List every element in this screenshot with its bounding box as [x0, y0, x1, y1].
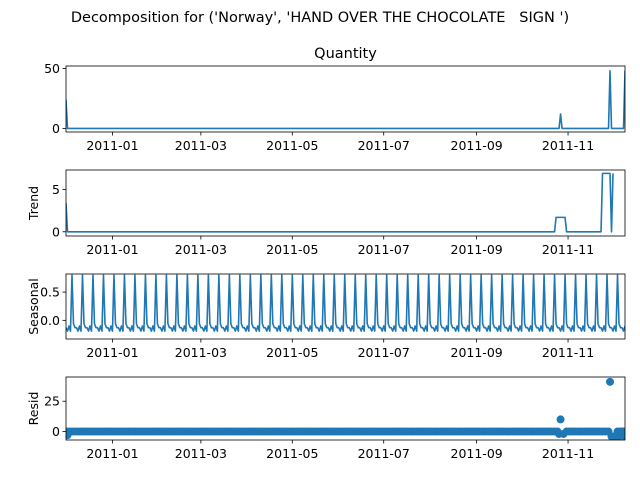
y-tick-label: 0 [52, 121, 60, 136]
resid-point [559, 429, 568, 438]
figure-title: Decomposition for ('Norway', 'HAND OVER … [71, 10, 569, 26]
series-line [66, 70, 625, 130]
x-tick-label: 2011-07 [358, 242, 410, 257]
x-tick-label: 2011-01 [86, 242, 138, 257]
x-tick-label: 2011-07 [358, 138, 410, 153]
x-tick-label: 2011-03 [175, 242, 227, 257]
series-line [66, 172, 614, 233]
panel-frame [65, 273, 626, 340]
x-tick-label: 2011-09 [451, 345, 503, 360]
y-axis-label: Trend [26, 186, 41, 221]
x-tick-label: 2011-11 [542, 345, 594, 360]
x-tick-label: 2011-01 [86, 345, 138, 360]
x-tick-label: 2011-03 [175, 446, 227, 461]
y-tick-label: 0 [52, 424, 60, 439]
y-axis-label: Seasonal [26, 278, 41, 335]
y-axis-label: Resid [26, 392, 41, 426]
x-tick-label: 2011-01 [86, 138, 138, 153]
panel-1: 0 50 2011-01 2011-03 2011-05 2011-07 2011-09 20… [44, 46, 626, 153]
y-tick-label: 0.5 [40, 285, 60, 300]
x-tick-label: 2011-05 [266, 446, 318, 461]
x-tick-label: 2011-05 [266, 242, 318, 257]
y-tick-label: 0 [52, 224, 60, 239]
y-tick-label: 25 [44, 394, 60, 409]
y-tick-label: 50 [44, 61, 60, 76]
x-tick-label: 2011-05 [266, 138, 318, 153]
scatter-points [66, 377, 625, 440]
x-tick-label: 2011-07 [358, 345, 410, 360]
resid-point [556, 415, 565, 424]
panel-frame [65, 65, 626, 133]
x-tick-label: 2011-09 [451, 138, 503, 153]
x-tick-label: 2011-03 [175, 345, 227, 360]
panel-4: 0 25 2011-01 2011-03 2011-05 2011-07 2011-09 20… [26, 376, 626, 461]
series-line [66, 274, 625, 332]
resid-point [606, 377, 615, 386]
panel-title: Quantity [314, 46, 377, 62]
resid-point [66, 431, 72, 440]
x-tick-label: 2011-05 [266, 345, 318, 360]
y-tick-label: 5 [52, 182, 60, 197]
panel-frame [65, 169, 626, 237]
x-tick-label: 2011-11 [542, 242, 594, 257]
panel-3: 0.0 0.5 2011-01 2011-03 2011-05 2011-07 2011-0… [26, 273, 626, 360]
x-tick-label: 2011-09 [451, 242, 503, 257]
panel-frame [65, 376, 626, 441]
x-tick-label: 2011-01 [86, 446, 138, 461]
x-tick-label: 2011-03 [175, 138, 227, 153]
y-tick-label: 0.0 [40, 313, 60, 328]
x-tick-label: 2011-11 [542, 446, 594, 461]
x-tick-label: 2011-11 [542, 138, 594, 153]
resid-point [621, 432, 625, 440]
panel-2: 0 5 2011-01 2011-03 2011-05 2011-07 2011-09 201… [26, 169, 626, 257]
x-tick-label: 2011-09 [451, 446, 503, 461]
x-tick-label: 2011-07 [358, 446, 410, 461]
